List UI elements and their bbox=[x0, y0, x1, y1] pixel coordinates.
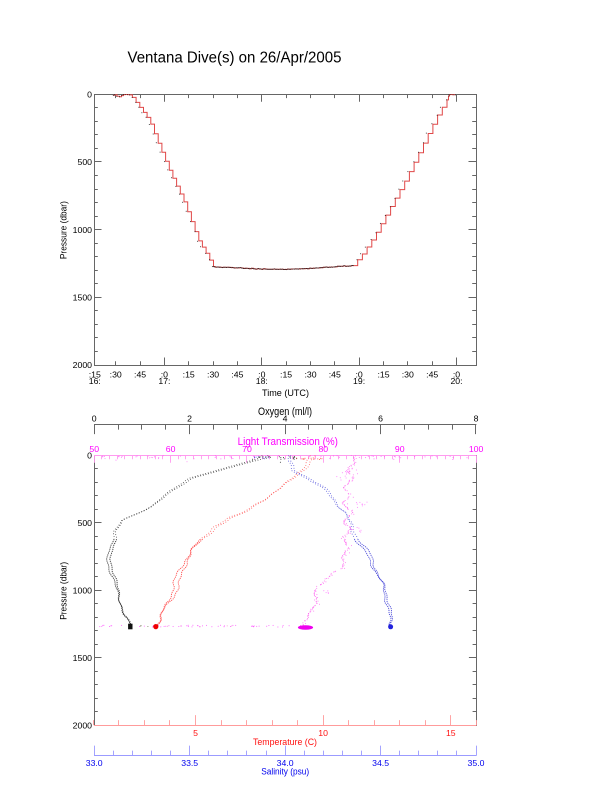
svg-text:4: 4 bbox=[283, 413, 288, 423]
svg-text::0: :0 bbox=[258, 370, 265, 380]
svg-text:0: 0 bbox=[87, 90, 92, 100]
svg-text:Ventana Dive(s) on 26/Apr/2005: Ventana Dive(s) on 26/Apr/2005 bbox=[128, 49, 342, 66]
svg-text::0: :0 bbox=[161, 370, 168, 380]
svg-text:0: 0 bbox=[92, 413, 97, 423]
svg-text::15: :15 bbox=[280, 370, 292, 380]
svg-text:33.0: 33.0 bbox=[86, 758, 103, 768]
svg-text:10: 10 bbox=[318, 728, 328, 738]
svg-text::45: :45 bbox=[329, 370, 341, 380]
svg-text:19:: 19: bbox=[353, 376, 365, 386]
svg-text:500: 500 bbox=[78, 518, 93, 528]
svg-text:70: 70 bbox=[242, 444, 252, 454]
svg-text:100: 100 bbox=[469, 444, 484, 454]
svg-text:2000: 2000 bbox=[73, 720, 92, 730]
svg-text:33.5: 33.5 bbox=[181, 758, 198, 768]
svg-text::45: :45 bbox=[426, 370, 438, 380]
svg-text:Salinity (psu): Salinity (psu) bbox=[261, 767, 309, 777]
svg-text:Oxygen (ml/l): Oxygen (ml/l) bbox=[258, 406, 312, 418]
svg-text:8: 8 bbox=[474, 413, 479, 423]
svg-text:500: 500 bbox=[78, 157, 93, 167]
svg-text:90: 90 bbox=[395, 444, 405, 454]
svg-text:50: 50 bbox=[89, 444, 99, 454]
svg-text:6: 6 bbox=[378, 413, 383, 423]
svg-text::45: :45 bbox=[134, 370, 146, 380]
svg-text:20:: 20: bbox=[450, 376, 462, 386]
svg-text::15: :15 bbox=[377, 370, 389, 380]
svg-text:0: 0 bbox=[87, 451, 92, 461]
svg-text:Pressure (dbar): Pressure (dbar) bbox=[59, 562, 70, 620]
svg-text:1500: 1500 bbox=[73, 293, 92, 303]
svg-text:80: 80 bbox=[318, 444, 328, 454]
svg-text:1000: 1000 bbox=[73, 586, 92, 596]
svg-text::0: :0 bbox=[355, 370, 362, 380]
svg-text:17:: 17: bbox=[158, 376, 170, 386]
svg-text::15: :15 bbox=[89, 370, 101, 380]
svg-text:15: 15 bbox=[446, 728, 456, 738]
svg-text:Pressure (dbar): Pressure (dbar) bbox=[58, 201, 69, 259]
svg-text::30: :30 bbox=[207, 370, 219, 380]
svg-text:60: 60 bbox=[166, 444, 176, 454]
svg-text:Temperature (C): Temperature (C) bbox=[253, 737, 317, 748]
svg-text:2000: 2000 bbox=[73, 360, 92, 370]
svg-text:16:: 16: bbox=[89, 376, 101, 386]
svg-text:5: 5 bbox=[193, 728, 198, 738]
svg-text:35.0: 35.0 bbox=[468, 758, 485, 768]
svg-text:Light Transmission (%): Light Transmission (%) bbox=[238, 436, 338, 448]
svg-text::30: :30 bbox=[402, 370, 414, 380]
svg-text:34.5: 34.5 bbox=[372, 758, 389, 768]
svg-text:18:: 18: bbox=[256, 376, 268, 386]
svg-text::30: :30 bbox=[110, 370, 122, 380]
svg-text::15: :15 bbox=[183, 370, 195, 380]
svg-text:Time (UTC): Time (UTC) bbox=[262, 388, 309, 398]
svg-text:34.0: 34.0 bbox=[277, 758, 294, 768]
svg-text::0: :0 bbox=[453, 370, 460, 380]
svg-text::45: :45 bbox=[231, 370, 243, 380]
svg-text::30: :30 bbox=[304, 370, 316, 380]
svg-text:1000: 1000 bbox=[73, 225, 92, 235]
svg-text:1500: 1500 bbox=[73, 653, 92, 663]
svg-text:2: 2 bbox=[187, 413, 192, 423]
